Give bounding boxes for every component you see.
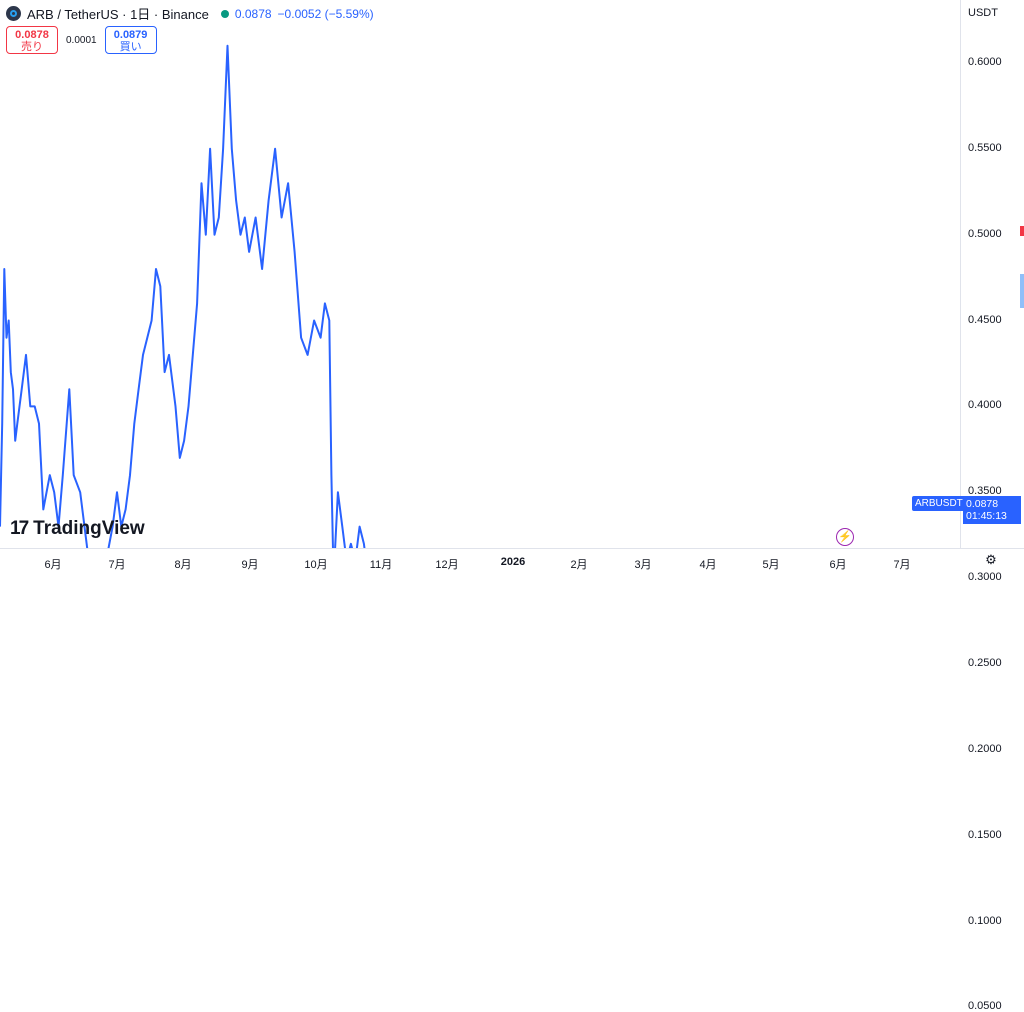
side-marker-blue: [1020, 274, 1024, 308]
y-tick-label: 0.4000: [968, 399, 1002, 412]
currency-selector[interactable]: USDT: [968, 7, 998, 19]
spread-value: 0.0001: [66, 34, 97, 46]
price-axis[interactable]: [961, 0, 1024, 548]
y-tick-label: 0.2000: [968, 742, 1002, 755]
candle-countdown: 01:45:13: [966, 510, 1007, 522]
y-tick-label: 0.4500: [968, 313, 1002, 326]
buy-price: 0.0879: [113, 29, 148, 41]
header-change: −0.0052 (−5.59%): [277, 6, 374, 21]
symbol-title[interactable]: ARB / TetherUS · 1日 · Binance: [27, 7, 209, 22]
y-tick-label: 0.6000: [968, 56, 1002, 68]
price-chart[interactable]: [0, 0, 960, 548]
x-tick-label: 6月: [44, 559, 62, 571]
y-tick-label: 0.5500: [968, 141, 1002, 154]
buy-button[interactable]: 0.0879 買い: [104, 26, 157, 54]
x-tick-label: 2026: [500, 556, 526, 568]
x-tick-label: 7月: [893, 559, 911, 571]
last-price-label: 0.0878 01:45:13: [963, 496, 1021, 524]
x-tick-label: 5月: [762, 559, 780, 571]
tradingview-logo[interactable]: 17 TradingView: [10, 518, 145, 540]
trade-buttons: 0.0878 売り 0.0001 0.0879 買い: [6, 26, 157, 54]
gear-icon[interactable]: ⚙: [985, 552, 997, 567]
x-tick-label: 10月: [304, 559, 328, 571]
buy-label: 買い: [119, 41, 142, 53]
price-series-line: [0, 44, 366, 548]
sell-label: 売り: [21, 41, 43, 53]
x-tick-label: 8月: [174, 559, 192, 571]
x-tick-label: 11月: [369, 559, 393, 571]
y-tick-label: 0.3500: [968, 485, 1002, 498]
tradingview-logo-icon: 17: [10, 518, 29, 539]
x-tick-label: 7月: [108, 559, 126, 571]
x-tick-label: 2月: [570, 559, 588, 571]
lightning-icon[interactable]: ⚡: [836, 528, 854, 546]
header-price: 0.0878: [234, 6, 272, 21]
symbol-header: ARB / TetherUS · 1日 · Binance 0.0878 −0.…: [6, 4, 374, 23]
sell-price: 0.0878: [15, 29, 49, 41]
x-tick-label: 4月: [699, 559, 717, 571]
y-tick-label: 0.2500: [968, 656, 1002, 669]
sell-button[interactable]: 0.0878 売り: [6, 26, 58, 54]
market-open-dot-icon: [220, 9, 229, 18]
x-tick-label: 12月: [435, 559, 459, 571]
time-axis[interactable]: [0, 548, 1024, 580]
side-marker-red: [1020, 226, 1024, 236]
arbitrum-logo-icon: [6, 6, 21, 21]
x-tick-label: 9月: [241, 559, 259, 571]
symbol-price-label: ARBUSDT: [912, 496, 966, 511]
y-tick-label: 0.0500: [968, 1000, 1002, 1012]
last-price-value: 0.0878: [966, 498, 999, 510]
chart-plot-area[interactable]: [0, 0, 961, 548]
y-tick-label: 0.5000: [968, 227, 1002, 240]
x-tick-label: 3月: [634, 559, 652, 571]
logo-text: TradingView: [33, 518, 145, 539]
x-tick-label: 6月: [829, 559, 847, 571]
y-tick-label: 0.1500: [968, 828, 1002, 841]
y-tick-label: 0.1000: [968, 914, 1002, 927]
